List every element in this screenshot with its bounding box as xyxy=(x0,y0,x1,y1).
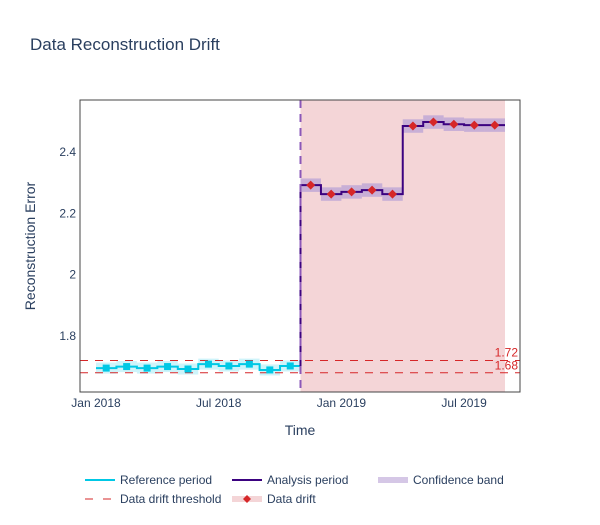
data-drift-point xyxy=(306,180,316,190)
x-tick-label: Jan 2018 xyxy=(71,396,121,410)
legend-item: Data drift xyxy=(232,492,316,506)
y-tick-label: 2.4 xyxy=(59,145,76,159)
threshold-label: 1.68 xyxy=(495,359,519,373)
reference-point xyxy=(266,366,274,374)
reference-point xyxy=(225,362,233,370)
data-drift-point xyxy=(367,185,377,195)
data-drift-point xyxy=(347,187,357,197)
legend-drift-marker-icon xyxy=(243,495,251,503)
legend-label: Analysis period xyxy=(267,473,348,487)
y-tick-label: 2.2 xyxy=(59,206,76,220)
data-drift-point xyxy=(408,121,418,131)
analysis-line xyxy=(300,121,505,196)
data-drift-point xyxy=(388,189,397,199)
y-axis-label: Reconstruction Error xyxy=(22,181,38,310)
reference-point xyxy=(143,364,151,372)
reference-line xyxy=(96,363,301,371)
reference-point xyxy=(164,363,172,371)
chart-title: Data Reconstruction Drift xyxy=(30,35,220,54)
legend-item: Reference period xyxy=(85,473,212,487)
threshold-label: 1.72 xyxy=(495,345,519,359)
x-tick-label: Jul 2019 xyxy=(441,396,487,410)
data-drift-point xyxy=(449,119,459,129)
reference-point xyxy=(184,365,192,373)
data-drift-point xyxy=(428,117,438,127)
y-tick-label: 1.8 xyxy=(59,329,76,343)
legend-label: Data drift xyxy=(267,492,316,506)
legend: Reference period Analysis period Confidenc… xyxy=(85,473,504,506)
reference-point xyxy=(102,364,110,372)
data-drift-point xyxy=(469,120,479,130)
x-tick-label: Jul 2018 xyxy=(196,396,242,410)
legend-item: Analysis period xyxy=(232,473,348,487)
reference-point xyxy=(204,360,212,368)
plot-frame xyxy=(79,99,521,393)
y-tick-label: 2 xyxy=(69,268,76,282)
y-axis-ticks: 1.8 2 2.2 2.4 xyxy=(59,145,76,343)
legend-item: Confidence band xyxy=(378,473,504,487)
legend-label: Confidence band xyxy=(413,473,504,487)
legend-label: Reference period xyxy=(120,473,212,487)
reference-point xyxy=(123,363,131,371)
plot-area: 1.721.68 xyxy=(79,99,521,393)
x-axis-ticks: Jan 2018 Jul 2018 Jan 2019 Jul 2019 xyxy=(71,396,487,410)
data-drift-point xyxy=(326,189,336,199)
reference-point xyxy=(245,360,253,368)
legend-item: Data drift threshold xyxy=(85,492,221,506)
data-drift-point xyxy=(490,120,500,130)
legend-band-icon xyxy=(378,477,408,483)
legend-label: Data drift threshold xyxy=(120,492,221,506)
x-tick-label: Jan 2019 xyxy=(317,396,367,410)
x-axis-label: Time xyxy=(285,422,316,438)
reference-point xyxy=(286,362,294,370)
